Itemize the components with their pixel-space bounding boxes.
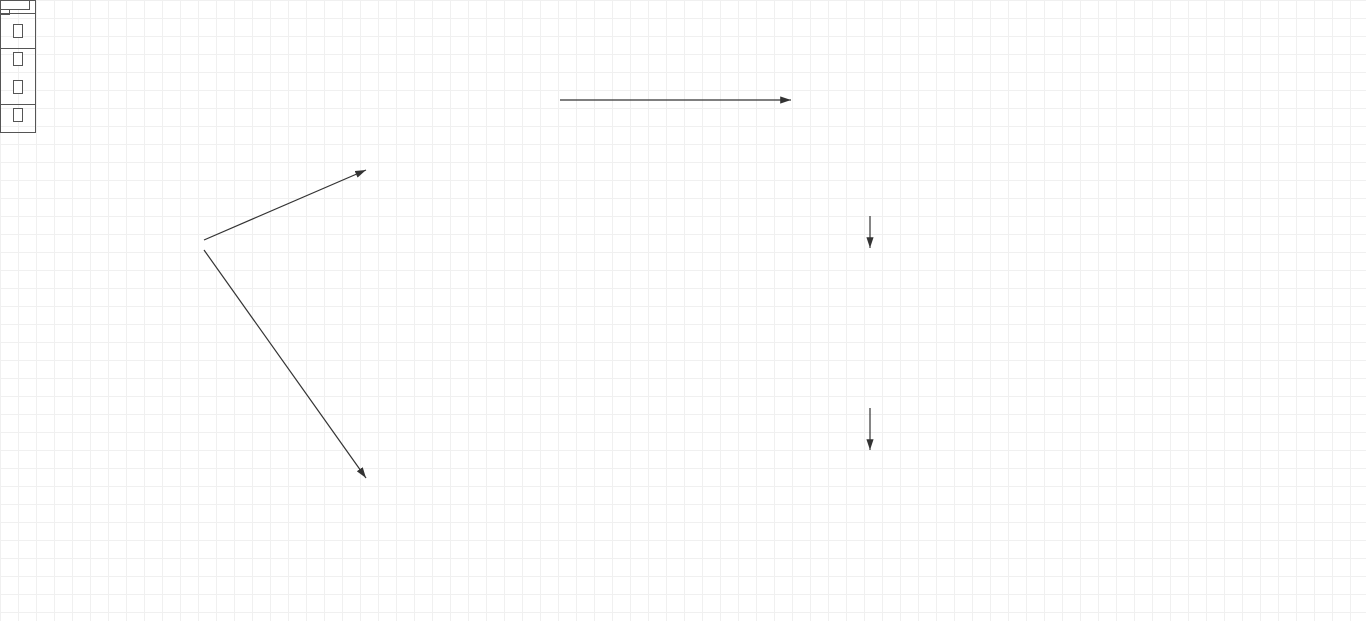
dictentry-array-label: [0, 0, 30, 10]
dictht-2-field: [13, 108, 23, 122]
chain-entry-2-field: [13, 52, 23, 66]
chain-entry-2-field: [13, 80, 23, 94]
chain-entry-2: [0, 0, 36, 105]
background-grid: [0, 0, 1366, 621]
chain-entry-2-field: [13, 24, 23, 38]
